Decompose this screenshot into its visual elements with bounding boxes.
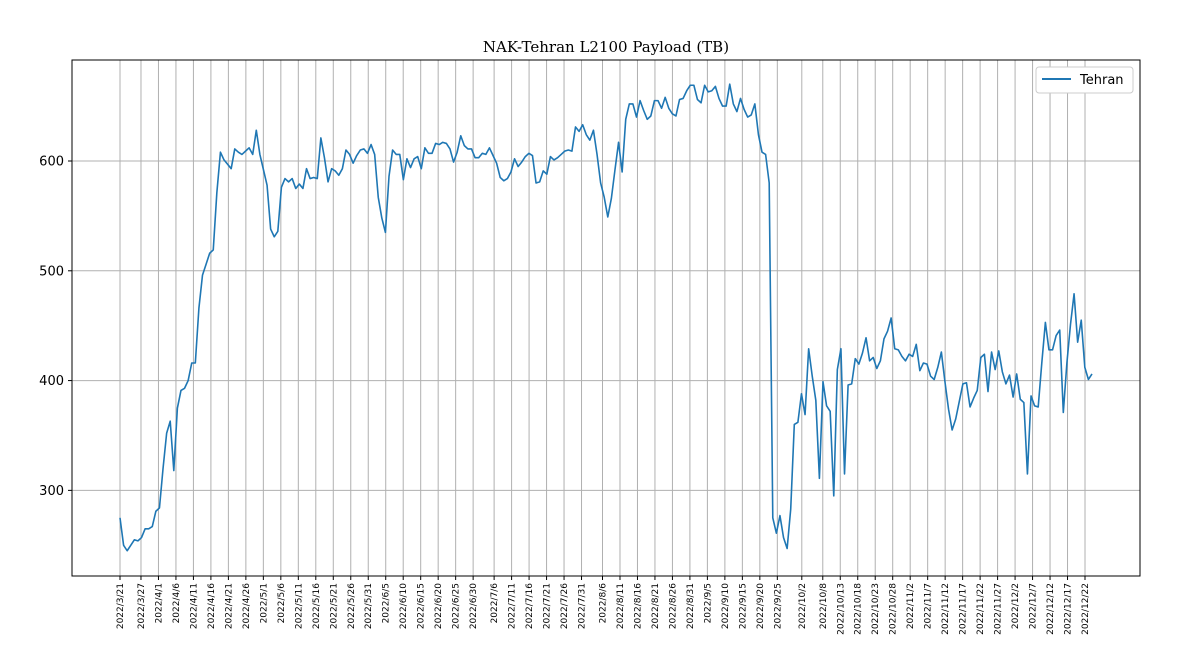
x-tick-label: 2022/4/16 (207, 583, 217, 629)
x-tick-label: 2022/10/23 (871, 583, 881, 635)
x-tick-label: 2022/5/31 (364, 583, 374, 629)
x-tick-label: 2022/4/6 (172, 583, 182, 624)
x-tick-label: 2022/5/1 (259, 583, 269, 623)
y-tick-label: 600 (39, 155, 64, 170)
x-tick-label: 2022/7/31 (578, 583, 588, 629)
x-tick-label: 2022/11/22 (976, 583, 986, 635)
legend: Tehran (1035, 66, 1134, 94)
chart-title: NAK-Tehran L2100 Payload (TB) (483, 38, 729, 56)
x-tick-label: 2022/8/16 (633, 583, 643, 629)
y-tick-label: 400 (39, 374, 64, 389)
series-group (119, 83, 1093, 552)
x-tick-label: 2022/10/13 (836, 583, 846, 635)
x-tick-label: 2022/11/2 (906, 583, 916, 629)
x-tick-label: 2022/7/11 (508, 583, 518, 629)
x-tick-label: 2022/11/7 (924, 583, 934, 629)
x-tick-label: 2022/9/10 (721, 583, 731, 629)
x-tick-label: 2022/10/28 (889, 583, 899, 635)
x-axis: 2022/3/21 2022/3/27 2022/4/1 2022/4/6 2022/4… (116, 576, 1091, 635)
x-tick-label: 2022/6/15 (417, 583, 427, 629)
legend-frame (1035, 66, 1134, 94)
x-tick-label: 2022/7/6 (490, 583, 500, 624)
x-tick-label: 2022/7/26 (560, 583, 570, 629)
x-tick-label: 2022/3/21 (116, 583, 126, 629)
x-tick-label: 2022/3/27 (137, 583, 147, 629)
x-tick-label: 2022/8/31 (686, 583, 696, 629)
x-tick-label: 2022/9/25 (773, 583, 783, 629)
x-tick-label: 2022/12/12 (1046, 583, 1056, 635)
x-tick-label: 2022/7/16 (525, 583, 535, 629)
x-tick-label: 2022/6/10 (399, 583, 409, 629)
x-tick-label: 2022/9/5 (703, 583, 713, 623)
plot-frame (71, 59, 1141, 577)
x-tick-label: 2022/11/17 (959, 583, 969, 635)
x-tick-label: 2022/5/6 (277, 583, 287, 624)
x-tick-label: 2022/6/25 (452, 583, 462, 629)
x-tick-label: 2022/11/12 (941, 583, 951, 635)
y-axis: 300 400 500 600 (39, 155, 72, 499)
x-tick-label: 2022/5/11 (294, 583, 304, 629)
x-tick-label: 2022/6/20 (434, 583, 444, 629)
y-tick-label: 300 (39, 484, 64, 499)
x-tick-label: 2022/6/5 (382, 583, 392, 623)
x-tick-label: 2022/6/30 (469, 583, 479, 629)
x-tick-label: 2022/8/11 (616, 583, 626, 629)
x-tick-label: 2022/8/21 (651, 583, 661, 629)
grid-lines (72, 60, 1140, 576)
x-tick-label: 2022/12/7 (1029, 583, 1039, 629)
x-tick-label: 2022/12/2 (1011, 583, 1021, 629)
x-tick-label: 2022/8/6 (599, 583, 609, 624)
x-tick-label: 2022/7/21 (543, 583, 553, 629)
legend-label-tehran: Tehran (1079, 73, 1124, 88)
x-tick-label: 2022/4/1 (154, 583, 164, 623)
x-tick-label: 2022/10/2 (798, 583, 808, 629)
y-tick-label: 500 (39, 264, 64, 279)
x-tick-label: 2022/9/20 (756, 583, 766, 629)
x-tick-label: 2022/12/22 (1081, 583, 1091, 635)
x-tick-label: 2022/4/21 (224, 583, 234, 629)
x-tick-label: 2022/5/21 (329, 583, 339, 629)
x-tick-label: 2022/5/16 (312, 583, 322, 629)
x-tick-label: 2022/5/26 (347, 583, 357, 629)
x-tick-label: 2022/10/8 (819, 583, 829, 629)
x-tick-label: 2022/10/18 (854, 583, 864, 635)
x-tick-label: 2022/4/26 (242, 583, 252, 629)
x-tick-label: 2022/4/11 (189, 583, 199, 629)
x-tick-label: 2022/11/27 (994, 583, 1004, 635)
x-tick-label: 2022/12/17 (1064, 583, 1074, 635)
series-line-tehran (119, 83, 1093, 552)
x-tick-label: 2022/8/26 (668, 583, 678, 629)
x-tick-label: 2022/9/15 (738, 583, 748, 629)
